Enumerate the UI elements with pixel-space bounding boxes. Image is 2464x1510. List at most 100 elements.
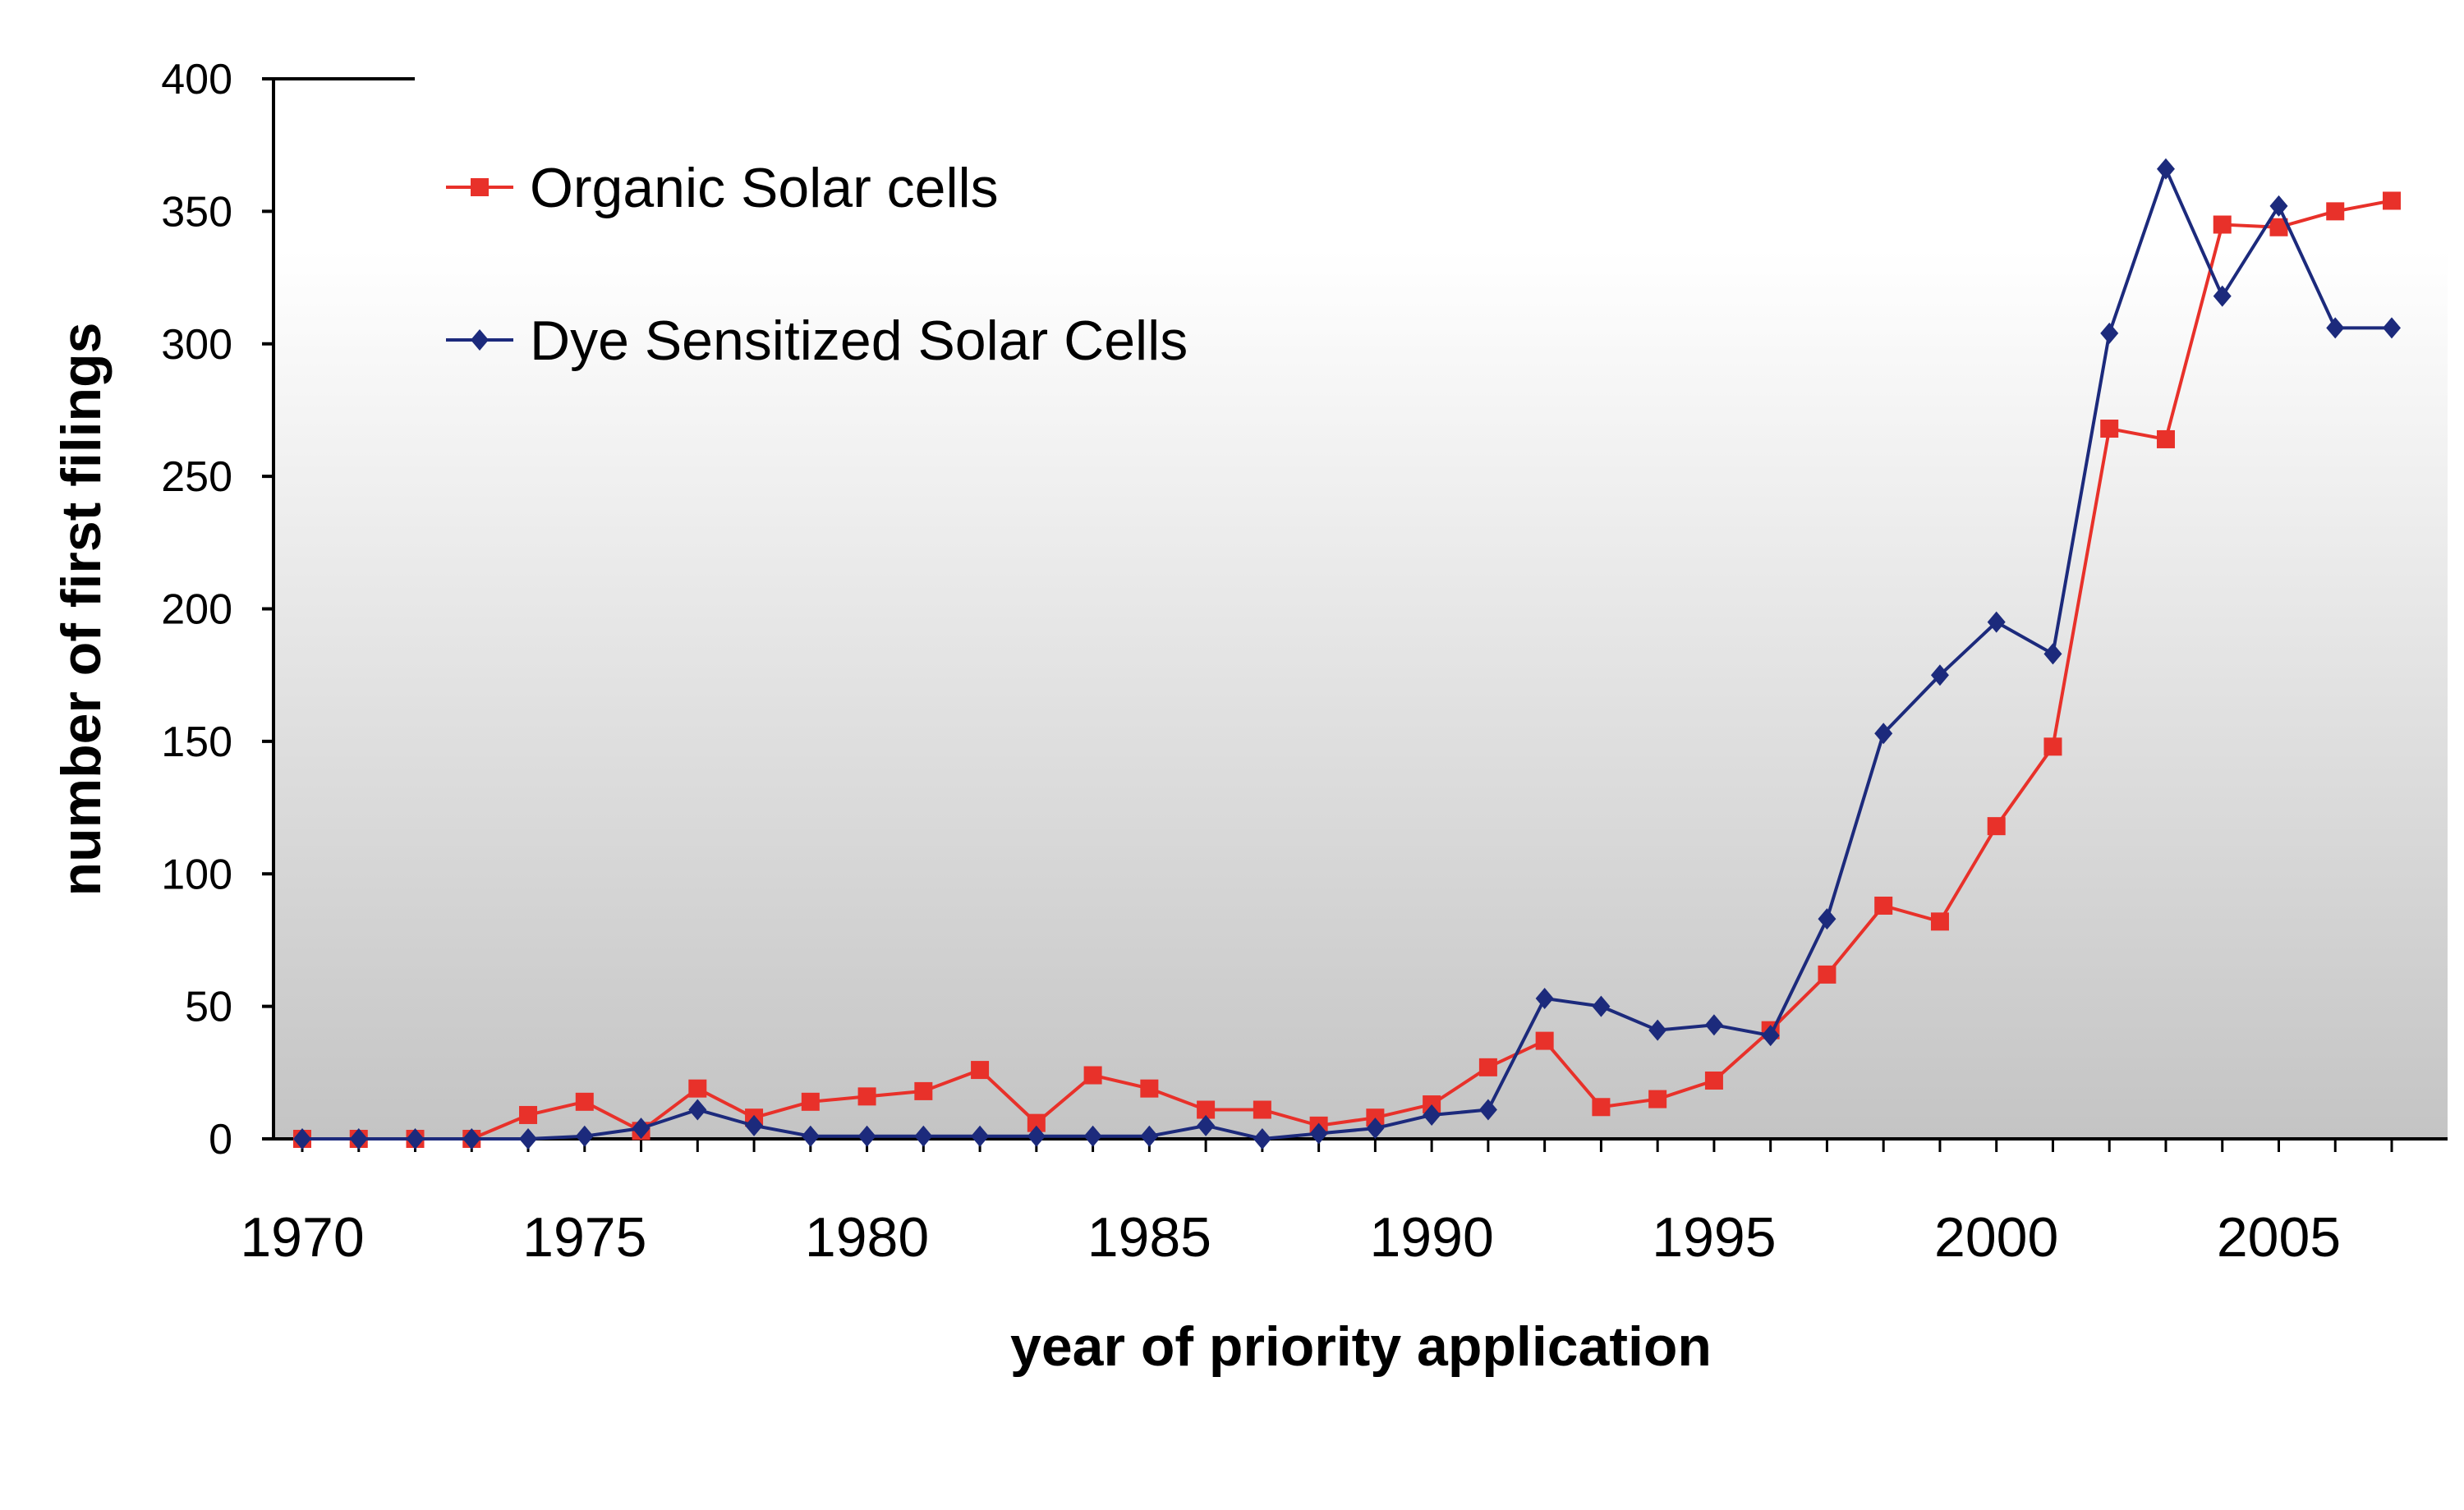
data-point: [857, 1087, 876, 1106]
x-tick-labels: 1970 1975 1980 1985 1990 1995 2000 2005: [240, 1139, 2393, 1269]
data-point: [2213, 215, 2232, 234]
data-point: [745, 1114, 764, 1136]
data-point: [688, 1079, 707, 1098]
data-point: [1366, 1118, 1385, 1140]
data-point: [1478, 1058, 1497, 1076]
data-point: [1930, 664, 1949, 686]
x-tick-label: 1985: [1087, 1206, 1211, 1269]
data-point: [1140, 1079, 1159, 1098]
data-point: [914, 1125, 933, 1147]
data-point: [971, 1061, 990, 1080]
legend-swatch-marker: [471, 178, 489, 196]
data-point: [914, 1081, 933, 1100]
data-point: [2383, 317, 2401, 339]
x-tick-label: 2005: [2217, 1206, 2341, 1269]
y-tick-label: 400: [161, 56, 232, 103]
data-point: [971, 1125, 990, 1147]
data-point: [1592, 1098, 1611, 1117]
series-2: [293, 158, 2401, 1150]
data-point: [519, 1128, 538, 1150]
data-point: [688, 1099, 707, 1121]
y-tick-label: 0: [209, 1116, 232, 1163]
data-point: [1083, 1066, 1102, 1085]
y-tick-label: 200: [161, 586, 232, 634]
data-point: [2326, 202, 2345, 221]
data-point: [575, 1125, 594, 1147]
data-point: [2043, 643, 2062, 665]
x-tick-label: 1970: [240, 1206, 364, 1269]
x-tick-label: 1975: [522, 1206, 646, 1269]
series-layer: [293, 158, 2401, 1150]
y-tick-label: 150: [161, 718, 232, 766]
data-point: [2213, 285, 2232, 307]
y-tick-label: 50: [185, 984, 232, 1031]
data-point: [1761, 1025, 1780, 1047]
y-tick-label: 100: [161, 851, 232, 898]
data-point: [1309, 1122, 1328, 1145]
plot-area: [274, 250, 2448, 1139]
data-point: [1083, 1125, 1102, 1147]
data-point: [462, 1128, 481, 1150]
x-tick-label: 1980: [805, 1206, 929, 1269]
data-point: [801, 1092, 820, 1111]
y-axis-title: number of first filings: [50, 323, 113, 897]
legend-entry: Organic Solar cells: [446, 157, 999, 219]
y-tick-label: 300: [161, 321, 232, 369]
data-point: [1818, 908, 1837, 930]
data-point: [2326, 317, 2345, 339]
data-point: [2269, 195, 2288, 217]
x-axis-title: year of priority application: [1010, 1315, 1712, 1378]
data-point: [2100, 322, 2119, 344]
data-point: [1874, 896, 1893, 915]
data-point: [1874, 723, 1893, 745]
data-point: [632, 1118, 650, 1140]
y-tick-label: 350: [161, 188, 232, 236]
legend-label: Dye Sensitized Solar Cells: [530, 310, 1188, 372]
data-point: [1535, 1031, 1554, 1050]
data-point: [1423, 1104, 1441, 1126]
data-point: [2156, 158, 2175, 180]
data-point: [2269, 218, 2288, 236]
data-point: [2100, 420, 2119, 438]
data-point: [1253, 1128, 1271, 1150]
data-point: [1027, 1113, 1046, 1132]
legend-entry: Dye Sensitized Solar Cells: [446, 310, 1188, 372]
data-point: [1478, 1099, 1497, 1121]
data-point: [1197, 1114, 1216, 1136]
data-point: [406, 1128, 425, 1150]
data-point: [1818, 965, 1837, 984]
data-point: [1704, 1014, 1723, 1036]
data-point: [293, 1128, 311, 1150]
data-point: [349, 1128, 368, 1150]
data-point: [1648, 1090, 1667, 1108]
x-tick-label: 1990: [1369, 1206, 1493, 1269]
data-point: [2383, 191, 2401, 210]
data-point: [1930, 912, 1949, 931]
data-point: [2156, 429, 2175, 448]
y-tick-label: 250: [161, 453, 232, 501]
x-tick-label: 2000: [1934, 1206, 2058, 1269]
data-point: [1987, 817, 2006, 836]
legend-swatch-marker: [471, 329, 489, 351]
data-point: [1535, 987, 1554, 1009]
data-point: [1987, 611, 2006, 633]
data-point: [801, 1125, 820, 1147]
legend-label: Organic Solar cells: [530, 157, 999, 219]
data-point: [1197, 1100, 1216, 1119]
data-point: [857, 1125, 876, 1147]
legend: Organic Solar cells Dye Sensitized Solar …: [446, 157, 1188, 372]
data-point: [1648, 1019, 1667, 1041]
data-point: [1253, 1100, 1271, 1119]
y-tick-labels: 0 50 100 150 200 250 300 350 400: [161, 56, 274, 1163]
x-tick-label: 1995: [1652, 1206, 1776, 1269]
data-point: [1140, 1125, 1159, 1147]
series-line: [302, 164, 2392, 1141]
data-point: [575, 1092, 594, 1111]
data-point: [2043, 737, 2062, 756]
data-point: [1027, 1125, 1046, 1147]
data-point: [519, 1105, 538, 1124]
series-1: [293, 191, 2401, 1148]
data-point: [1592, 995, 1611, 1017]
data-point: [1704, 1071, 1723, 1090]
